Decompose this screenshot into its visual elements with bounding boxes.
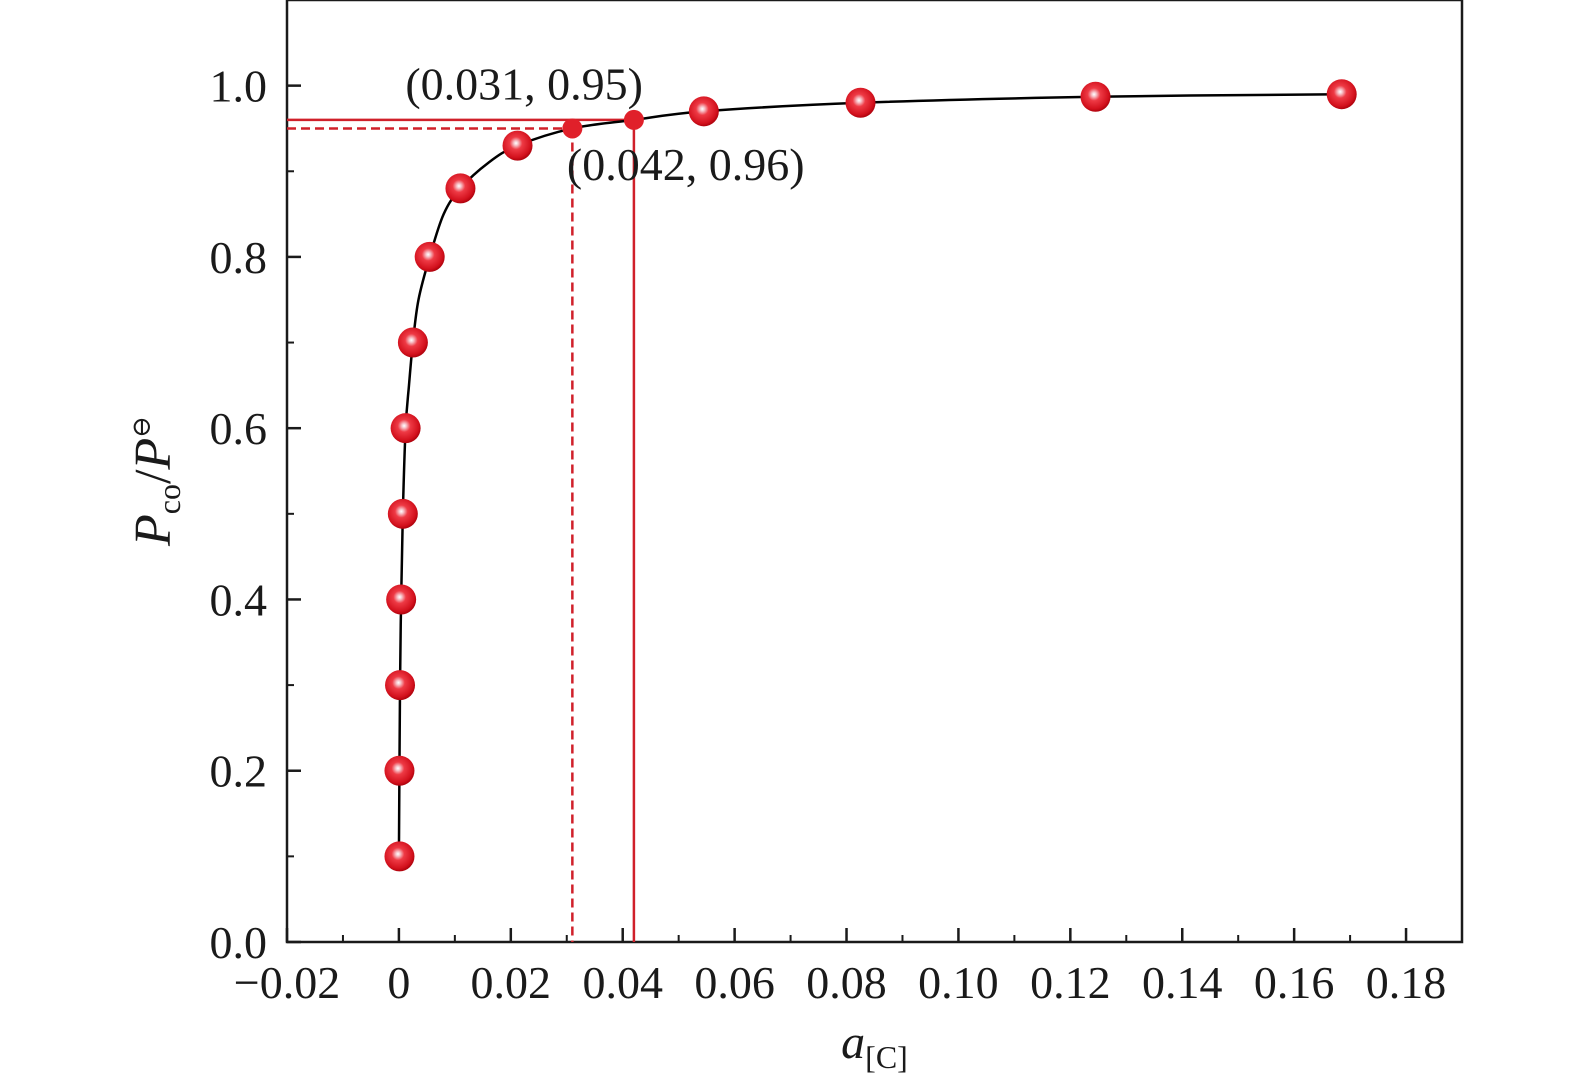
x-axis-title-sub: [C] bbox=[865, 1039, 908, 1075]
fit-curve bbox=[397, 92, 1342, 857]
y-tick-label: 0.2 bbox=[210, 746, 268, 797]
y-axis-title-sup: ⊖ bbox=[127, 416, 156, 438]
x-tick-label: −0.02 bbox=[234, 957, 340, 1008]
x-tick-label: 0.18 bbox=[1366, 957, 1447, 1008]
data-point bbox=[845, 87, 876, 118]
data-points bbox=[384, 79, 1357, 872]
y-axis-title: Pco/P⊖ bbox=[125, 416, 187, 547]
y-tick-label: 0.0 bbox=[210, 917, 268, 968]
x-axis: −0.02 0 0.02 0.04 0.06 0.08 0.10 0.12 0.14 0.16 0.… bbox=[234, 928, 1447, 1008]
x-tick-label: 0.08 bbox=[806, 957, 887, 1008]
data-point bbox=[1080, 81, 1111, 112]
x-axis-title-main: a bbox=[841, 1016, 865, 1069]
data-point bbox=[397, 327, 428, 358]
y-tick-label: 0.4 bbox=[210, 574, 268, 625]
x-tick-label: 0 bbox=[387, 957, 410, 1008]
x-tick-label: 0.14 bbox=[1142, 957, 1223, 1008]
x-tick-label: 0.12 bbox=[1030, 957, 1111, 1008]
data-point bbox=[386, 584, 417, 615]
y-axis-title-sep: / bbox=[125, 469, 182, 484]
y-axis-title-main2: P bbox=[125, 438, 182, 471]
plot-area bbox=[285, 0, 1464, 944]
data-point bbox=[414, 241, 445, 272]
plot-frame bbox=[285, 0, 1464, 944]
x-axis-title: a[C] bbox=[841, 1016, 908, 1075]
annotation-label: (0.042, 0.96) bbox=[567, 139, 805, 190]
annotations: (0.031, 0.95) (0.042, 0.96) bbox=[405, 58, 804, 189]
annotation-marker bbox=[623, 109, 644, 130]
x-tick-label: 0.10 bbox=[918, 957, 999, 1008]
y-axis-title-sub: co bbox=[151, 484, 187, 514]
y-axis-title-main: P bbox=[125, 514, 182, 547]
data-point bbox=[384, 841, 415, 872]
y-tick-label: 0.8 bbox=[210, 232, 268, 283]
y-axis: 0.0 0.2 0.4 0.6 0.8 1.0 bbox=[210, 61, 301, 968]
data-point bbox=[385, 670, 416, 701]
x-tick-label: 0.04 bbox=[582, 957, 663, 1008]
data-point bbox=[384, 755, 415, 786]
annotation-marker bbox=[562, 118, 583, 139]
data-point bbox=[1326, 79, 1357, 110]
data-point bbox=[445, 173, 476, 204]
data-point bbox=[688, 96, 719, 127]
fit-curve-layer bbox=[397, 92, 1342, 857]
x-tick-label: 0.16 bbox=[1254, 957, 1335, 1008]
data-point bbox=[390, 413, 421, 444]
y-tick-label: 0.6 bbox=[210, 403, 268, 454]
x-tick-label: 0.02 bbox=[471, 957, 552, 1008]
x-tick-label: 0.06 bbox=[694, 957, 775, 1008]
guide-lines bbox=[287, 118, 636, 942]
data-point bbox=[502, 130, 533, 161]
y-tick-label: 1.0 bbox=[210, 61, 268, 112]
annotation-label: (0.031, 0.95) bbox=[405, 58, 643, 109]
data-point bbox=[387, 498, 418, 529]
